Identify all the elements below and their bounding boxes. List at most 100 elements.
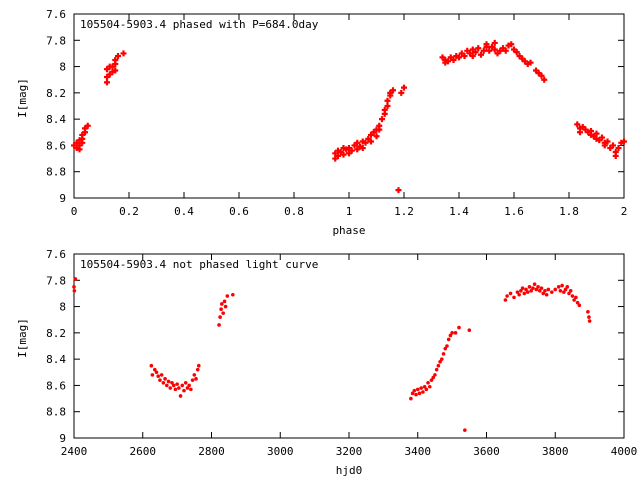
data-point [539, 286, 544, 290]
data-point [434, 367, 439, 372]
data-point [220, 302, 224, 306]
data-point [335, 152, 341, 159]
data-point [587, 315, 591, 319]
data-point [398, 89, 405, 96]
data-point [182, 388, 186, 393]
x-tick-label: 2 [621, 205, 628, 218]
data-point [520, 286, 525, 290]
x-tick-label: 3000 [267, 445, 294, 458]
data-point [515, 290, 520, 294]
data-point [553, 287, 558, 292]
data-point [152, 367, 157, 372]
y-tick-label: 7.8 [46, 274, 66, 287]
data-point [231, 292, 235, 297]
data-point [433, 373, 437, 377]
data-point [190, 378, 195, 382]
data-point [467, 328, 472, 333]
data-point [156, 374, 161, 379]
data-point [586, 310, 590, 314]
data-point [390, 87, 396, 94]
data-point [522, 291, 527, 296]
data-point [450, 331, 454, 335]
y-axis-title: I[mag] [16, 78, 29, 118]
data-point [531, 286, 535, 290]
data-point [438, 359, 442, 364]
data-point [472, 49, 479, 56]
data-point [527, 285, 532, 289]
data-point [165, 383, 169, 388]
data-point [431, 375, 436, 380]
data-point [577, 303, 582, 308]
x-tick-label: 1.4 [449, 205, 469, 218]
data-point [183, 381, 188, 385]
data-point [513, 49, 520, 56]
y-tick-labels: 7.6 7.8 8 8.2 8.4 8.6 8.8 9 [46, 8, 66, 205]
data-point [550, 290, 554, 294]
data-point [486, 47, 493, 54]
data-point [159, 373, 164, 377]
y-tick-labels: 7.6 7.8 8 8.2 8.4 8.6 8.8 9 [46, 248, 66, 445]
data-point [541, 291, 546, 296]
data-point [426, 381, 430, 385]
x-axis-title: phase [332, 224, 365, 237]
data-point [532, 282, 537, 287]
data-point [422, 384, 427, 389]
data-point [381, 106, 388, 113]
data-point [440, 357, 444, 361]
data-point [112, 57, 119, 63]
data-point [180, 383, 185, 388]
data-point [562, 290, 566, 294]
tick-marks [73, 13, 625, 199]
x-tick-label: 3600 [473, 445, 500, 458]
data-point [534, 287, 539, 292]
data-point [217, 323, 221, 327]
x-tick-labels: 0 0.2 0.4 0.6 0.8 1 1.2 1.4 1.6 1.8 2 [71, 205, 628, 218]
data-point [194, 377, 198, 381]
data-point [429, 378, 434, 382]
data-point [524, 287, 528, 292]
x-tick-label: 0 [71, 205, 78, 218]
x-axis-title: hjd0 [336, 464, 363, 477]
data-point [527, 59, 534, 66]
x-tick-label: 1.2 [394, 205, 414, 218]
x-tick-label: 4000 [611, 445, 638, 458]
data-point [373, 133, 380, 140]
data-point [222, 299, 227, 304]
data-point [445, 344, 449, 348]
data-point [491, 39, 498, 46]
data-point [517, 292, 521, 297]
data-point [196, 363, 201, 368]
data-point [427, 384, 432, 389]
y-tick-label: 9 [59, 432, 66, 445]
x-tick-label: 3800 [542, 445, 569, 458]
data-point [587, 319, 592, 323]
data-point [417, 391, 422, 396]
y-tick-label: 8.2 [46, 327, 66, 340]
data-point [158, 378, 162, 382]
data-point [556, 285, 561, 289]
data-point [443, 346, 448, 351]
y-tick-label: 8.2 [46, 87, 66, 100]
data-point [450, 57, 457, 63]
data-point [508, 41, 515, 48]
unphased-light-curve-chart: 2400 2600 2800 3000 3200 3400 3600 3800 4000 7.6… [16, 248, 637, 477]
data-point [384, 103, 391, 109]
data-point [519, 289, 523, 293]
y-tick-label: 8.6 [46, 139, 66, 152]
y-tick-label: 8.8 [46, 166, 66, 179]
y-tick-label: 8 [59, 61, 66, 74]
chart-title: 105504-5903.4 phased with P=684.0day [80, 18, 319, 31]
data-point [376, 126, 383, 133]
data-point [574, 121, 581, 128]
y-tick-label: 8.4 [46, 113, 66, 126]
data-point [178, 394, 183, 398]
data-point [480, 47, 487, 54]
x-tick-label: 1.6 [504, 205, 524, 218]
data-point [567, 291, 571, 296]
data-point [221, 311, 225, 315]
data-point [512, 295, 516, 300]
data-point [415, 387, 420, 392]
data-point [150, 373, 155, 377]
